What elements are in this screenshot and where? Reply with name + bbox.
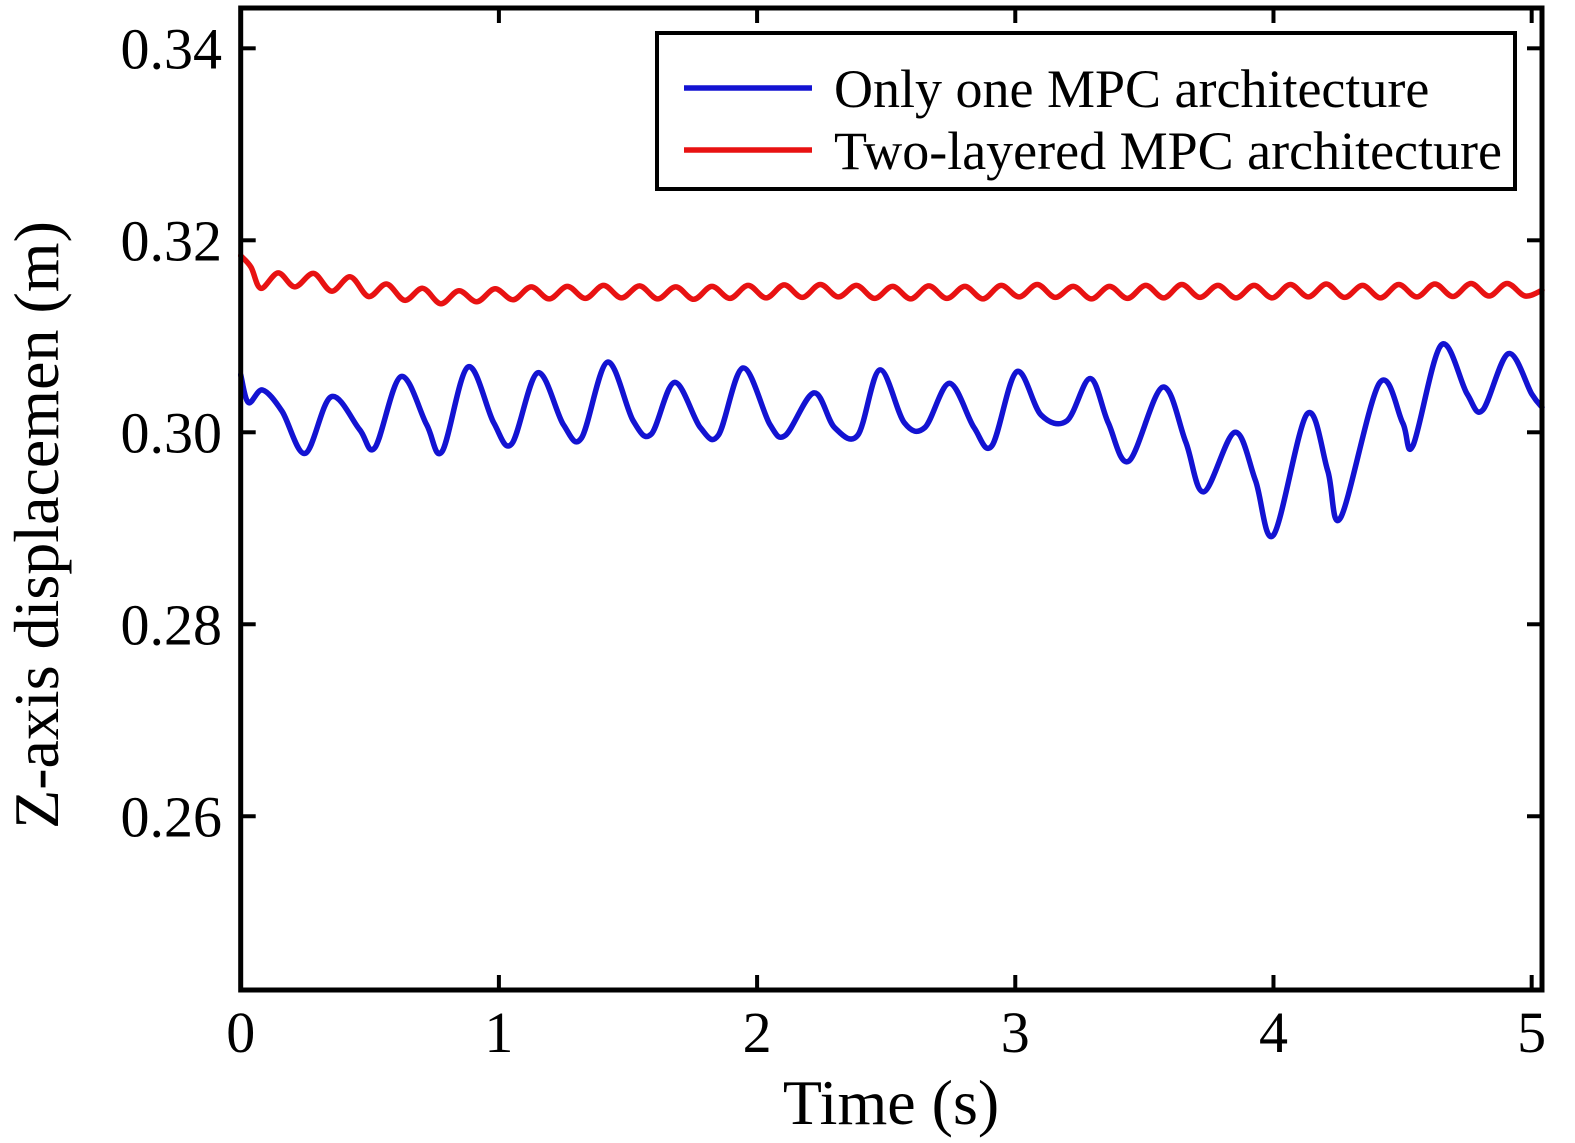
legend-label-two-layered-mpc: Two-layered MPC architecture (834, 121, 1502, 181)
plot-border (238, 5, 1545, 993)
series-line-two-layered-mpc (238, 252, 1545, 307)
axes: 0 1 2 3 4 5 0.26 0.28 0.30 0.32 0.34 (121, 5, 1546, 1065)
y-tick-label: 0.30 (121, 400, 223, 465)
y-tick-label: 0.32 (121, 208, 223, 273)
series-line-only-one-mpc (238, 341, 1545, 540)
legend: Only one MPC architecture Two-layered MP… (655, 31, 1517, 191)
x-axis-title: Time (s) (783, 1067, 999, 1138)
plot-area (238, 252, 1545, 540)
y-tick-label: 0.26 (121, 784, 223, 849)
x-tick-label: 4 (1259, 1000, 1288, 1065)
x-tick-label: 2 (743, 1000, 772, 1065)
y-axis-title: Z-axis displacemen (m) (1, 221, 72, 829)
x-tick-label: 5 (1517, 1000, 1546, 1065)
x-tick-label: 0 (226, 1000, 255, 1065)
y-tick-label: 0.28 (121, 592, 223, 657)
x-tick-label: 3 (1001, 1000, 1030, 1065)
legend-frame (655, 31, 1517, 191)
legend-label-only-one-mpc: Only one MPC architecture (834, 59, 1429, 119)
y-tick-label: 0.34 (121, 16, 223, 81)
x-tick-label: 1 (484, 1000, 513, 1065)
